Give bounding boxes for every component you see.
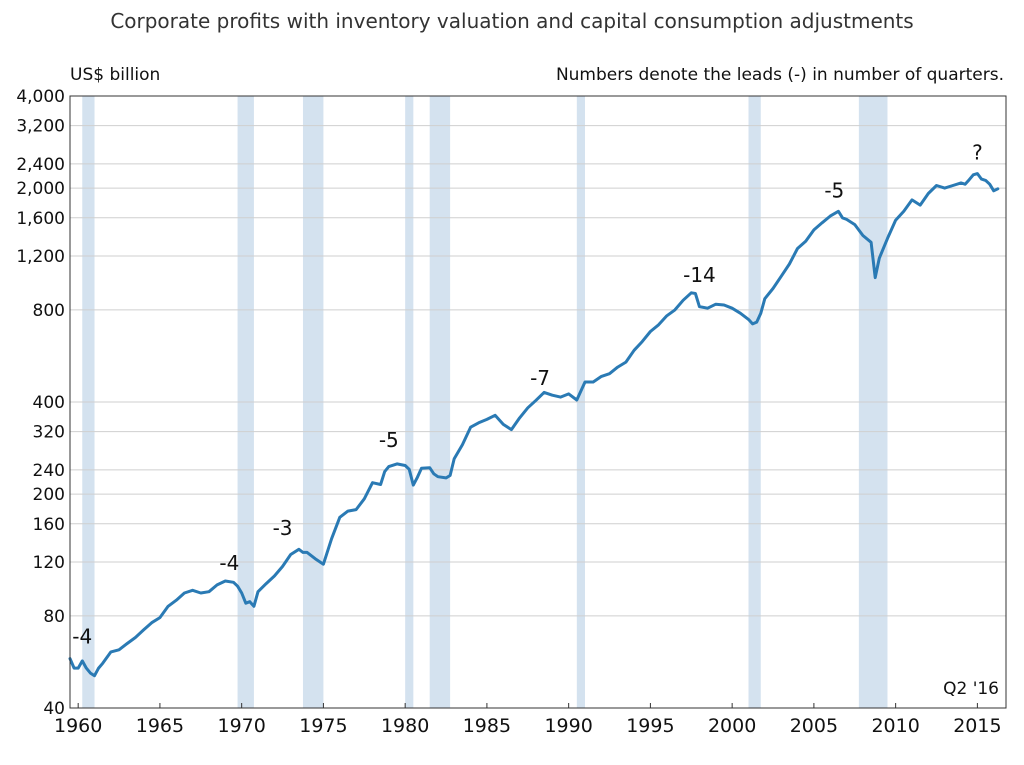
lead-annotation-5: -14 <box>683 263 716 287</box>
x-tick-label: 2000 <box>708 715 756 737</box>
y-tick-label: 1,200 <box>16 247 65 267</box>
x-tick-label: 2010 <box>871 715 919 737</box>
y-tick-label: 3,200 <box>16 117 65 137</box>
lead-note: Numbers denote the leads (-) in number o… <box>556 65 1004 85</box>
x-tick-label: 1985 <box>463 715 511 737</box>
x-tick-label: 1965 <box>136 715 184 737</box>
y-tick-label: 1,600 <box>16 209 65 229</box>
y-tick-label: 2,400 <box>16 155 65 175</box>
y-unit-label: US$ billion <box>70 65 160 85</box>
plot-frame <box>69 95 1007 709</box>
y-tick-label: 320 <box>33 423 65 443</box>
lead-annotation-7: ? <box>972 141 983 165</box>
x-tick-label: 2015 <box>953 715 1001 737</box>
lead-annotation-0: -4 <box>72 624 92 648</box>
date-stamp: Q2 '16 <box>943 679 999 699</box>
y-tick-label: 400 <box>33 393 65 413</box>
lead-annotation-6: -5 <box>824 178 844 202</box>
x-tick-label: 2005 <box>790 715 838 737</box>
y-tick-label: 2,000 <box>16 179 65 199</box>
lead-annotation-1: -4 <box>219 551 239 575</box>
gridlines <box>70 95 1006 709</box>
x-tick-label: 1970 <box>217 715 265 737</box>
lead-annotation-3: -5 <box>379 428 399 452</box>
y-axis: 40 80 120 160 200 240 320 400 800 1,200 1,600 2,000… <box>16 87 65 719</box>
plot-area <box>68 172 1000 678</box>
lead-annotation-2: -3 <box>273 516 293 540</box>
x-tick-label: 1975 <box>299 715 347 737</box>
x-tick-label: 1960 <box>54 715 102 737</box>
y-tick-label: 160 <box>33 515 65 535</box>
y-tick-label: 40 <box>43 699 65 719</box>
y-tick-label: 80 <box>43 607 65 627</box>
x-tick-label: 1980 <box>381 715 429 737</box>
lead-annotations: -4 -4 -3 -5 -7 -14 -5? <box>72 141 982 649</box>
profits-line <box>68 172 1000 678</box>
x-tick-label: 1990 <box>544 715 592 737</box>
y-tick-label: 4,000 <box>16 87 65 107</box>
y-tick-label: 200 <box>33 485 65 505</box>
chart-title: Corporate profits with inventory valuati… <box>110 9 913 33</box>
lead-annotation-4: -7 <box>530 366 550 390</box>
y-tick-label: 120 <box>33 553 65 573</box>
y-tick-label: 240 <box>33 461 65 481</box>
x-axis: 1960 1965 1970 1975 1980 1985 1990 1995 2000 2005… <box>54 703 1002 737</box>
x-tick-label: 1995 <box>626 715 674 737</box>
y-tick-label: 800 <box>33 301 65 321</box>
